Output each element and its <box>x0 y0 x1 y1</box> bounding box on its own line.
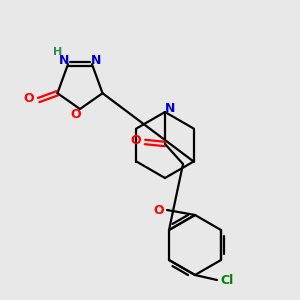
Text: Cl: Cl <box>220 274 234 286</box>
Text: N: N <box>59 54 69 67</box>
Text: O: O <box>154 203 164 217</box>
Text: H: H <box>53 47 63 57</box>
Text: O: O <box>71 107 81 121</box>
Text: N: N <box>91 54 101 67</box>
Text: O: O <box>23 92 34 104</box>
Text: N: N <box>165 103 175 116</box>
Text: O: O <box>131 134 141 148</box>
